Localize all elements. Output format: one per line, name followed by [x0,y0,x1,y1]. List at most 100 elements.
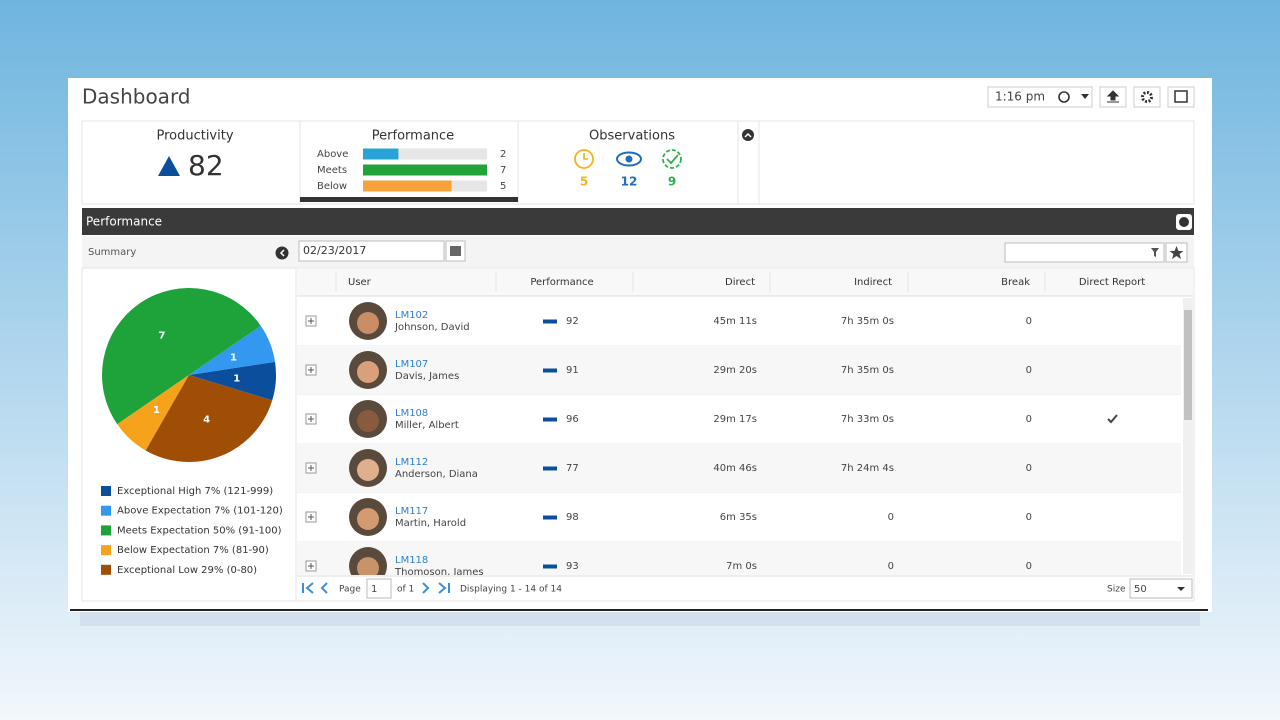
bar-value: 2 [500,149,506,160]
observation-value: 12 [621,175,638,189]
legend-swatch [101,525,111,536]
indirect: 7h 35m 0s [841,316,894,327]
bar-label: Below [317,181,347,192]
user-id: LM102 [395,310,428,321]
clock-icon [574,149,594,169]
observations-title: Observations [589,129,675,144]
break: 0 [1026,561,1032,572]
user-id: LM118 [395,555,428,566]
performance-icon [543,368,557,373]
legend-label: Meets Expectation 50% (91-100) [117,525,282,536]
size-arrow [1177,587,1185,591]
settings-icon [1141,91,1153,103]
size-select[interactable] [1129,578,1193,599]
pie-label: 7 [158,331,165,342]
avatar-face [357,361,379,383]
grid-row [297,493,1181,542]
collapse-icon [744,132,752,138]
bar-label: Above [317,149,348,160]
next-page[interactable] [422,582,430,594]
productivity-value: 82 [188,149,224,182]
refresh-icon[interactable] [1058,91,1070,103]
user-id: LM117 [395,506,428,517]
grid-row [297,297,1181,346]
break: 0 [1026,365,1032,376]
pie-label: 4 [203,414,210,425]
active-tab [300,197,518,202]
column-header: Indirect [854,277,892,288]
date-input[interactable] [298,240,445,262]
pie-slice [145,375,273,462]
check-icon [662,149,682,169]
grid-row [297,346,1181,395]
page-of: of 1 [397,585,414,595]
chart-title: Performance [372,129,454,144]
performance-value: 91 [566,365,579,376]
performance-value: 77 [566,463,579,474]
observation-value: 9 [668,175,676,189]
break: 0 [1026,512,1032,523]
indirect: 0 [888,561,894,572]
bar-value: 7 [500,165,506,176]
filter-icon [1151,248,1159,257]
avatar-face [357,312,379,334]
avatar-face [357,459,379,481]
pie-slice [189,325,275,375]
expand-icon [308,318,314,324]
page-input[interactable] [366,578,392,599]
bar-value: 5 [500,181,506,192]
direct: 6m 35s [720,512,757,523]
observation-value: 5 [580,175,588,189]
user-name: Davis, James [395,371,459,382]
column-header: Break [1001,277,1030,288]
bar-label: Meets [317,165,347,176]
indirect: 7h 24m 4s [841,463,894,474]
scrollbar[interactable] [1183,298,1193,574]
filter-input[interactable] [1004,242,1165,263]
user-name: Anderson, Diana [395,469,478,480]
prev-page[interactable] [320,582,328,594]
up-arrow [158,156,180,176]
grid-header [297,269,1193,296]
column-header: User [348,277,372,288]
calendar-icon [450,246,461,256]
scroll-thumb[interactable] [1184,310,1192,420]
settings-button[interactable] [1133,86,1161,108]
direct-report-check [1107,414,1118,424]
first-page[interactable] [302,582,314,594]
direct: 45m 11s [713,316,757,327]
user-id: LM108 [395,408,428,419]
productivity-title: Productivity [156,129,233,144]
performance-icon [543,564,557,569]
avatar-face [357,508,379,530]
performance-value: 96 [566,414,579,425]
user-id: LM112 [395,457,428,468]
break: 0 [1026,414,1032,425]
page-title: Dashboard [82,85,191,109]
dropdown-icon[interactable] [1081,94,1089,99]
column-header: Performance [530,277,593,288]
bar [363,180,452,192]
expand-icon [308,514,314,520]
layout-icon [1174,90,1188,103]
layout-button[interactable] [1167,86,1195,108]
user-name: Johnson, David [394,322,470,333]
legend-swatch [101,545,111,556]
legend-swatch [101,564,111,575]
grid-row [297,542,1181,575]
direct: 40m 46s [713,463,757,474]
legend-swatch [101,486,111,496]
summary-label: Summary [88,247,136,258]
expand-icon [308,416,314,422]
performance-icon [543,319,557,324]
indirect: 0 [888,512,894,523]
legend-label: Above Expectation 7% (101-120) [117,506,283,517]
performance-value: 93 [566,561,579,572]
panel-header [82,208,1194,235]
shadow [80,612,1200,626]
panel-title: Performance [86,215,162,229]
bar [363,148,399,160]
last-page[interactable] [438,582,450,594]
